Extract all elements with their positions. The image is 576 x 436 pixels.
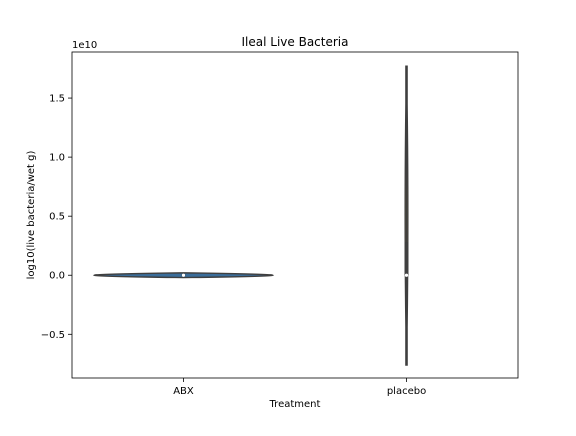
y-tick-label: 1.5 — [49, 94, 65, 105]
plot-area-frame — [71, 51, 519, 379]
y-axis-label: log10(live bacteria/wet g) — [26, 151, 37, 280]
x-axis-label: Treatment — [269, 399, 321, 410]
violin-median-point — [181, 273, 186, 277]
y-axis-offset-label: 1e10 — [72, 40, 97, 51]
y-tick-label: 1.0 — [49, 153, 65, 164]
y-tick-label: 0.5 — [49, 212, 65, 223]
violin-median-point — [404, 273, 409, 277]
x-tick-label: placebo — [387, 386, 426, 397]
y-tick-label: −0.5 — [41, 330, 65, 341]
violin-iqr-box — [404, 242, 409, 276]
x-tick-label: ABX — [173, 386, 194, 397]
violins-layer — [92, 65, 409, 366]
chart-title: Ileal Live Bacteria — [242, 35, 349, 49]
y-tick-label: 0.0 — [49, 271, 65, 282]
ticks-layer: −0.5 0.0 0.5 1.0 1.5 ABX placebo — [41, 94, 426, 397]
